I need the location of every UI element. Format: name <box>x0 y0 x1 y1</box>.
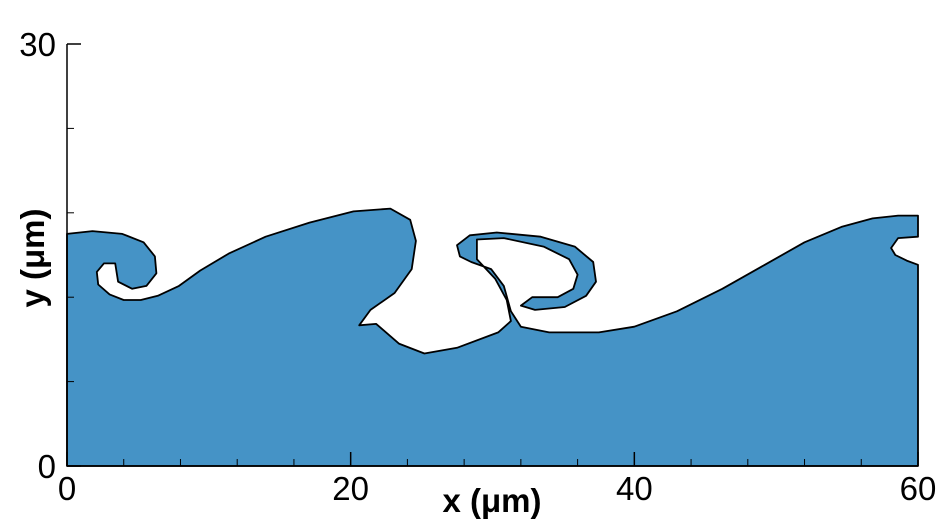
y-axis-label: y (μm) <box>14 208 51 307</box>
y-tick-label: 30 <box>19 26 56 63</box>
x-tick-label: 0 <box>58 470 76 507</box>
x-tick-label: 20 <box>332 470 369 507</box>
fluid-region <box>66 207 919 467</box>
x-tick-label: 40 <box>616 470 653 507</box>
y-tick-label: 0 <box>38 448 56 485</box>
x-axis-label: x (μm) <box>442 482 541 519</box>
x-tick-label: 60 <box>900 470 937 507</box>
